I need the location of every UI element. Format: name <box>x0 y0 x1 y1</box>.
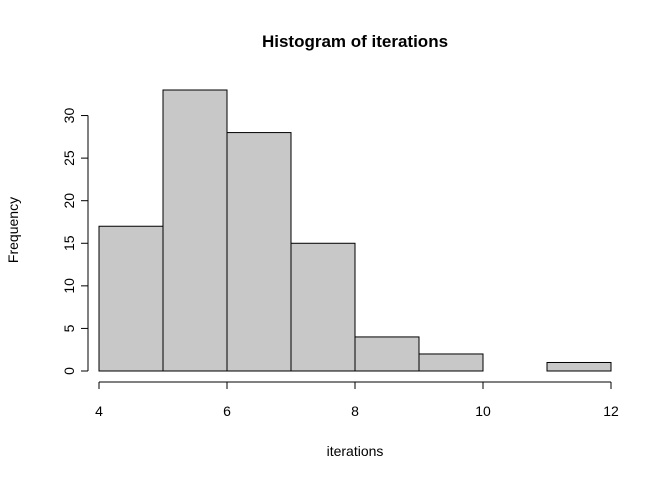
histogram-bar-2 <box>226 132 292 372</box>
y-tick-label-6: 30 <box>61 108 77 124</box>
histogram-bar-5 <box>418 353 484 372</box>
y-tick-label-2: 10 <box>61 278 77 294</box>
y-axis: 0 5 10 15 20 25 30 <box>61 108 89 375</box>
x-tick-label-1: 6 <box>223 403 231 419</box>
x-axis: 4 6 8 10 12 <box>95 381 619 419</box>
y-tick-label-3: 15 <box>61 235 77 251</box>
chart-title: Histogram of iterations <box>262 32 448 51</box>
x-tick-label-4: 12 <box>603 403 619 419</box>
x-tick-label-0: 4 <box>95 403 103 419</box>
y-tick-label-1: 5 <box>61 324 77 332</box>
histogram-bar-0 <box>98 225 164 372</box>
y-tick-label-0: 0 <box>61 367 77 375</box>
y-axis-label: Frequency <box>5 197 21 263</box>
histogram-bar-7 <box>546 361 612 372</box>
y-tick-label-4: 20 <box>61 193 77 209</box>
x-tick-label-2: 8 <box>351 403 359 419</box>
x-axis-label: iterations <box>327 443 384 459</box>
histogram-bar-3 <box>290 242 356 372</box>
y-tick-label-5: 25 <box>61 150 77 166</box>
histogram-bar-1 <box>162 89 228 372</box>
x-tick-label-3: 10 <box>475 403 491 419</box>
histogram-bar-4 <box>354 336 420 372</box>
bars-group <box>98 89 612 372</box>
